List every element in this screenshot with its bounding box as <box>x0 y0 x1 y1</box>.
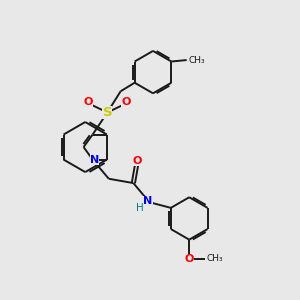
Text: CH₃: CH₃ <box>188 56 205 64</box>
Text: S: S <box>103 106 112 119</box>
Text: O: O <box>132 156 141 166</box>
Text: CH₃: CH₃ <box>207 254 224 263</box>
Text: O: O <box>84 97 93 107</box>
Text: N: N <box>143 196 153 206</box>
Text: N: N <box>90 154 99 165</box>
Text: O: O <box>184 254 194 264</box>
Text: H: H <box>136 202 144 213</box>
Text: O: O <box>122 97 131 107</box>
